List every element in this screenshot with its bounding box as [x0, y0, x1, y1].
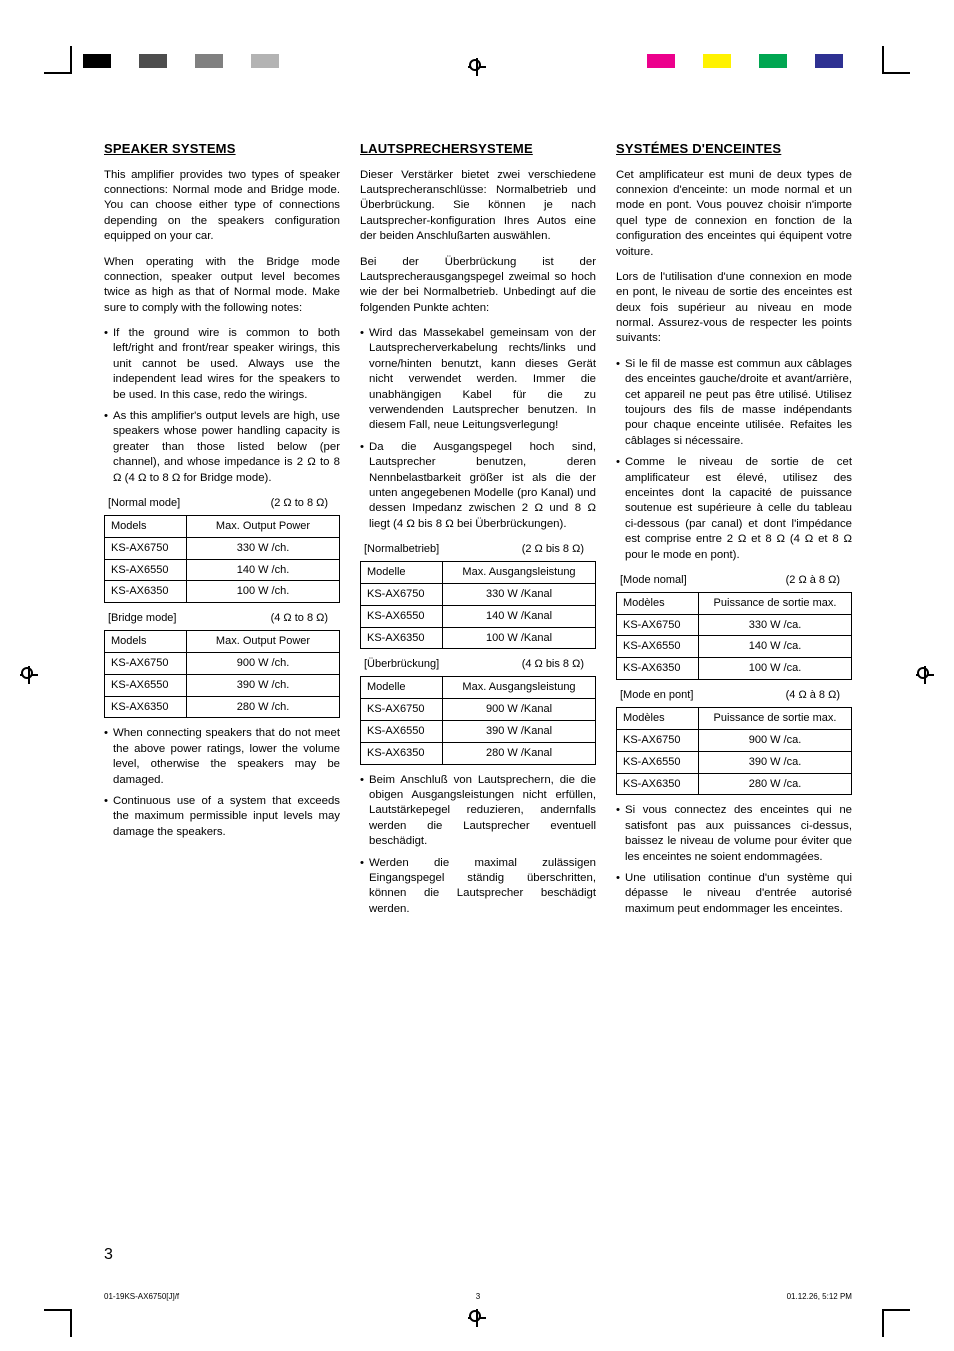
table-row: KS-AX6750900 W /ca.: [617, 729, 852, 751]
list-item: Continuous use of a system that exceeds …: [104, 794, 340, 840]
para: When operating with the Bridge mode conn…: [104, 255, 340, 317]
table-row: KS-AX6350100 W /ch.: [105, 581, 340, 603]
footer: 01-19KS-AX6750[J]/f 3 01.12.26, 5:12 PM: [104, 1292, 852, 1301]
table-row: KS-AX6350280 W /Kanal: [361, 742, 596, 764]
table-row: KS-AX6550390 W /ca.: [617, 751, 852, 773]
para: This amplifier provides two types of spe…: [104, 168, 340, 245]
registration-mark-top: [468, 58, 486, 76]
table-row: KS-AX6750330 W /ca.: [617, 614, 852, 636]
crop-mark-br: [882, 1309, 910, 1337]
crop-mark-bl: [44, 1309, 72, 1337]
list-item: Werden die maximal zulässigen Eingangspe…: [360, 856, 596, 918]
table-de-normal: ModelleMax. AusgangsleistungKS-AX6750330…: [360, 561, 596, 649]
table-label-de-normal: [Normalbetrieb](2 Ω bis 8 Ω): [364, 542, 596, 557]
list-item: Wird das Massekabel gemeinsam von der La…: [360, 326, 596, 434]
crop-mark-tl: [44, 46, 72, 74]
column-de: LAUTSPRECHERSYSTEME Dieser Verstärker bie…: [360, 140, 596, 927]
footer-page: 3: [353, 1292, 602, 1301]
heading-en: SPEAKER SYSTEMS: [104, 140, 340, 158]
table-row: KS-AX6550140 W /Kanal: [361, 605, 596, 627]
heading-de: LAUTSPRECHERSYSTEME: [360, 140, 596, 158]
list-item: When connecting speakers that do not mee…: [104, 726, 340, 788]
list-item: Da die Ausgangspegel hoch sind, Lautspre…: [360, 440, 596, 532]
table-row: KS-AX6550390 W /Kanal: [361, 720, 596, 742]
table-row: KS-AX6750330 W /ch.: [105, 537, 340, 559]
list-item: Si le fil de masse est commun aux câblag…: [616, 357, 852, 449]
table-row: KS-AX6750900 W /Kanal: [361, 699, 596, 721]
table-row: KS-AX6350100 W /Kanal: [361, 627, 596, 649]
page-content: SPEAKER SYSTEMS This amplifier provides t…: [104, 140, 852, 927]
table-fr-normal: ModèlesPuissance de sortie max.KS-AX6750…: [616, 592, 852, 680]
table-en-normal: ModelsMax. Output PowerKS-AX6750330 W /c…: [104, 515, 340, 603]
colorbar-right: [647, 54, 871, 68]
list-item: Une utilisation continue d'un système qu…: [616, 871, 852, 917]
table-en-bridge: ModelsMax. Output PowerKS-AX6750900 W /c…: [104, 630, 340, 718]
bullet-list: When connecting speakers that do not mee…: [104, 726, 340, 840]
crop-mark-tr: [882, 46, 910, 74]
table-label-fr-normal: [Mode nomal](2 Ω à 8 Ω): [620, 573, 852, 588]
column-fr: SYSTÉMES D'ENCEINTES Cet amplificateur es…: [616, 140, 852, 927]
bullet-list: If the ground wire is common to both lef…: [104, 326, 340, 486]
list-item: Si vous connectez des enceintes qui ne s…: [616, 803, 852, 865]
table-row: KS-AX6550140 W /ch.: [105, 559, 340, 581]
table-de-bridge: ModelleMax. AusgangsleistungKS-AX6750900…: [360, 676, 596, 764]
table-label-en-bridge: [Bridge mode](4 Ω to 8 Ω): [108, 611, 340, 626]
table-label-en-normal: [Normal mode](2 Ω to 8 Ω): [108, 496, 340, 511]
bullet-list: Wird das Massekabel gemeinsam von der La…: [360, 326, 596, 532]
registration-mark-right: [916, 666, 934, 684]
table-label-fr-bridge: [Mode en pont](4 Ω à 8 Ω): [620, 688, 852, 703]
table-row: KS-AX6550390 W /ch.: [105, 674, 340, 696]
para: Dieser Verstärker bietet zwei verschiede…: [360, 168, 596, 245]
colorbar-left: [83, 54, 307, 68]
table-row: KS-AX6550140 W /ca.: [617, 636, 852, 658]
registration-mark-left: [20, 666, 38, 684]
page-number: 3: [104, 1246, 113, 1264]
table-row: KS-AX6350100 W /ca.: [617, 658, 852, 680]
para: Lors de l'utilisation d'une connexion en…: [616, 270, 852, 347]
para: Cet amplificateur est muni de deux types…: [616, 168, 852, 260]
table-fr-bridge: ModèlesPuissance de sortie max.KS-AX6750…: [616, 707, 852, 795]
list-item: If the ground wire is common to both lef…: [104, 326, 340, 403]
list-item: Beim Anschluß von Lautsprechern, die die…: [360, 773, 596, 850]
table-row: KS-AX6350280 W /ca.: [617, 773, 852, 795]
table-row: KS-AX6750330 W /Kanal: [361, 583, 596, 605]
para: Bei der Überbrückung ist der Lautspreche…: [360, 255, 596, 317]
bullet-list: Beim Anschluß von Lautsprechern, die die…: [360, 773, 596, 918]
table-row: KS-AX6350280 W /ch.: [105, 696, 340, 718]
registration-mark-bottom: [468, 1309, 486, 1327]
bullet-list: Si vous connectez des enceintes qui ne s…: [616, 803, 852, 917]
table-label-de-bridge: [Überbrückung](4 Ω bis 8 Ω): [364, 657, 596, 672]
list-item: Comme le niveau de sortie de cet amplifi…: [616, 455, 852, 563]
footer-timestamp: 01.12.26, 5:12 PM: [603, 1292, 852, 1301]
column-en: SPEAKER SYSTEMS This amplifier provides t…: [104, 140, 340, 927]
list-item: As this amplifier's output levels are hi…: [104, 409, 340, 486]
table-row: KS-AX6750900 W /ch.: [105, 652, 340, 674]
bullet-list: Si le fil de masse est commun aux câblag…: [616, 357, 852, 563]
heading-fr: SYSTÉMES D'ENCEINTES: [616, 140, 852, 158]
footer-file: 01-19KS-AX6750[J]/f: [104, 1292, 353, 1301]
